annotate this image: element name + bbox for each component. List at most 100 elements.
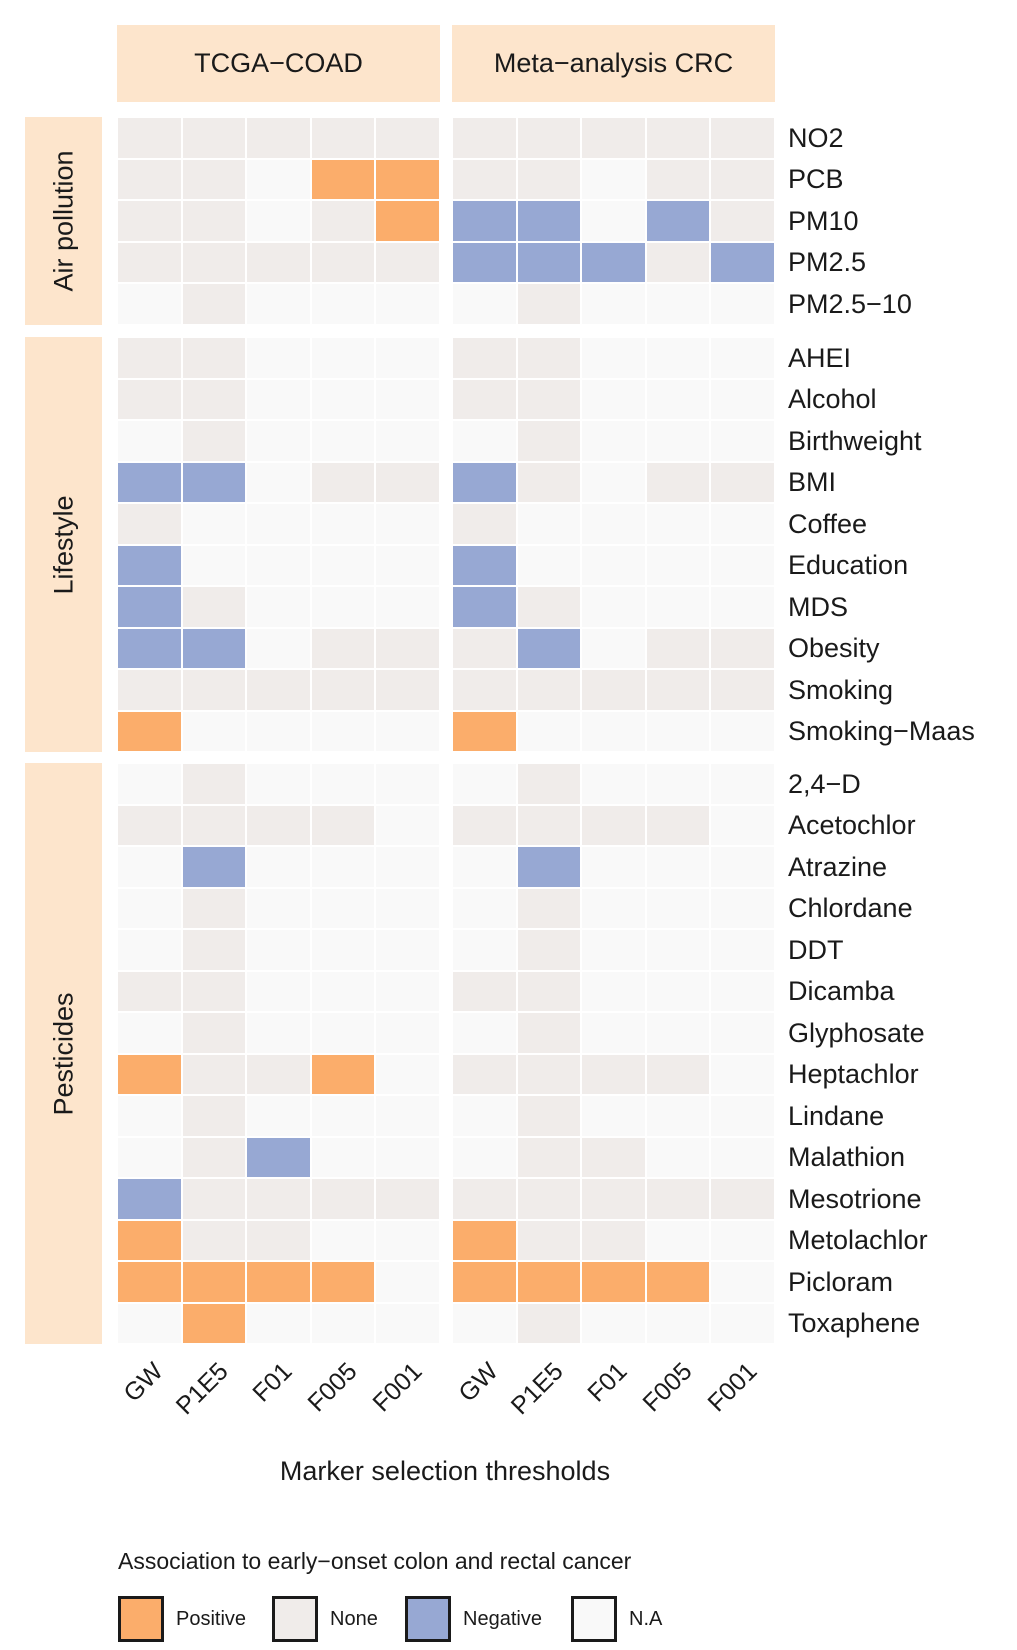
heatmap-cell xyxy=(310,200,376,242)
panel-strip-meta-analysis-crc: Meta−analysis CRC xyxy=(452,25,775,102)
heatmap-cell xyxy=(516,158,582,200)
heatmap-cell xyxy=(452,337,517,379)
heatmap-cell xyxy=(375,887,440,929)
heatmap-cell xyxy=(516,1302,582,1344)
row-label: Atrazine xyxy=(788,851,888,882)
heatmap-cell xyxy=(246,1136,311,1178)
heatmap-cell xyxy=(246,461,311,503)
heatmap-cell xyxy=(181,1012,247,1054)
heatmap-cell xyxy=(181,1178,247,1220)
heatmap-cell xyxy=(710,117,775,159)
row-label: Birthweight xyxy=(788,425,922,456)
heatmap-cell xyxy=(246,846,311,888)
heatmap-cell xyxy=(117,283,182,325)
heatmap-cell xyxy=(645,1302,711,1344)
heatmap-cell xyxy=(375,669,440,711)
heatmap-cell xyxy=(375,1136,440,1178)
group-label: Pesticides xyxy=(48,991,78,1116)
heatmap-cell xyxy=(452,1053,517,1095)
heatmap-cell xyxy=(645,1053,711,1095)
heatmap-cell xyxy=(452,970,517,1012)
heatmap-cell xyxy=(310,710,376,752)
heatmap-cell xyxy=(710,461,775,503)
heatmap-cell xyxy=(181,929,247,971)
heatmap-cell xyxy=(310,929,376,971)
heatmap-cell xyxy=(246,627,311,669)
heatmap-cell xyxy=(452,1095,517,1137)
heatmap-cell xyxy=(452,929,517,971)
heatmap-cell xyxy=(581,117,646,159)
heatmap-cell xyxy=(246,378,311,420)
heatmap-cell xyxy=(310,241,376,283)
heatmap-cell xyxy=(310,763,376,805)
heatmap-cell xyxy=(516,887,582,929)
heatmap-cell xyxy=(181,378,247,420)
heatmap-cell xyxy=(645,710,711,752)
heatmap-cell xyxy=(645,378,711,420)
heatmap-cell xyxy=(117,887,182,929)
heatmap-cell xyxy=(117,669,182,711)
row-label: Lindane xyxy=(788,1100,885,1131)
legend-label-na: N.A xyxy=(629,1607,663,1630)
heatmap-cell xyxy=(310,420,376,462)
heatmap-cell xyxy=(181,337,247,379)
heatmap-cell xyxy=(181,1095,247,1137)
heatmap-cell xyxy=(246,763,311,805)
heatmap-cell xyxy=(181,669,247,711)
row-label: BMI xyxy=(788,467,837,498)
column-tick-label: P1E5 xyxy=(505,1357,569,1421)
heatmap-cell xyxy=(645,503,711,545)
heatmap-cell xyxy=(581,1261,646,1303)
heatmap-cell xyxy=(710,283,775,325)
heatmap-cell xyxy=(117,1053,182,1095)
heatmap-cell xyxy=(581,804,646,846)
heatmap-cell xyxy=(310,1012,376,1054)
heatmap-cell xyxy=(375,1178,440,1220)
row-label: Smoking xyxy=(788,674,894,705)
heatmap-cell xyxy=(246,710,311,752)
heatmap-cell xyxy=(581,420,646,462)
heatmap-cell xyxy=(375,710,440,752)
heatmap-cell xyxy=(246,887,311,929)
heatmap-cell xyxy=(516,710,582,752)
heatmap-cell xyxy=(516,1012,582,1054)
row-label: Picloram xyxy=(788,1266,894,1297)
heatmap-cell xyxy=(246,669,311,711)
heatmap-cell xyxy=(310,378,376,420)
legend-item-na: N.A xyxy=(571,1596,662,1642)
heatmap-cell xyxy=(516,1095,582,1137)
heatmap-cell xyxy=(710,669,775,711)
row-label: DDT xyxy=(788,934,844,965)
heatmap-cell xyxy=(645,117,711,159)
heatmap-cell xyxy=(375,804,440,846)
heatmap-cell xyxy=(181,846,247,888)
heatmap-cell xyxy=(452,1302,517,1344)
heatmap-cell xyxy=(310,804,376,846)
row-label: Smoking−Maas xyxy=(788,716,975,747)
row-label: Malathion xyxy=(788,1142,906,1173)
heatmap-cell xyxy=(452,763,517,805)
heatmap-cell xyxy=(581,461,646,503)
heatmap-cell xyxy=(117,970,182,1012)
heatmap-cell xyxy=(310,627,376,669)
heatmap-cell xyxy=(516,378,582,420)
heatmap-cell xyxy=(246,241,311,283)
heatmap-cell xyxy=(246,586,311,628)
heatmap-cell xyxy=(375,1261,440,1303)
heatmap-cell xyxy=(310,337,376,379)
heatmap-cell xyxy=(375,586,440,628)
heatmap-cell xyxy=(117,1302,182,1344)
heatmap-cell xyxy=(516,241,582,283)
heatmap-cell xyxy=(310,283,376,325)
heatmap-cell xyxy=(710,241,775,283)
heatmap-cell xyxy=(710,544,775,586)
row-label: Metolachlor xyxy=(788,1225,928,1256)
heatmap-cell xyxy=(375,378,440,420)
heatmap-cell xyxy=(452,846,517,888)
heatmap-cell xyxy=(375,117,440,159)
heatmap-cell xyxy=(375,283,440,325)
heatmap-cell xyxy=(117,586,182,628)
heatmap-cell xyxy=(375,337,440,379)
heatmap-cell xyxy=(310,461,376,503)
heatmap-cell xyxy=(452,200,517,242)
